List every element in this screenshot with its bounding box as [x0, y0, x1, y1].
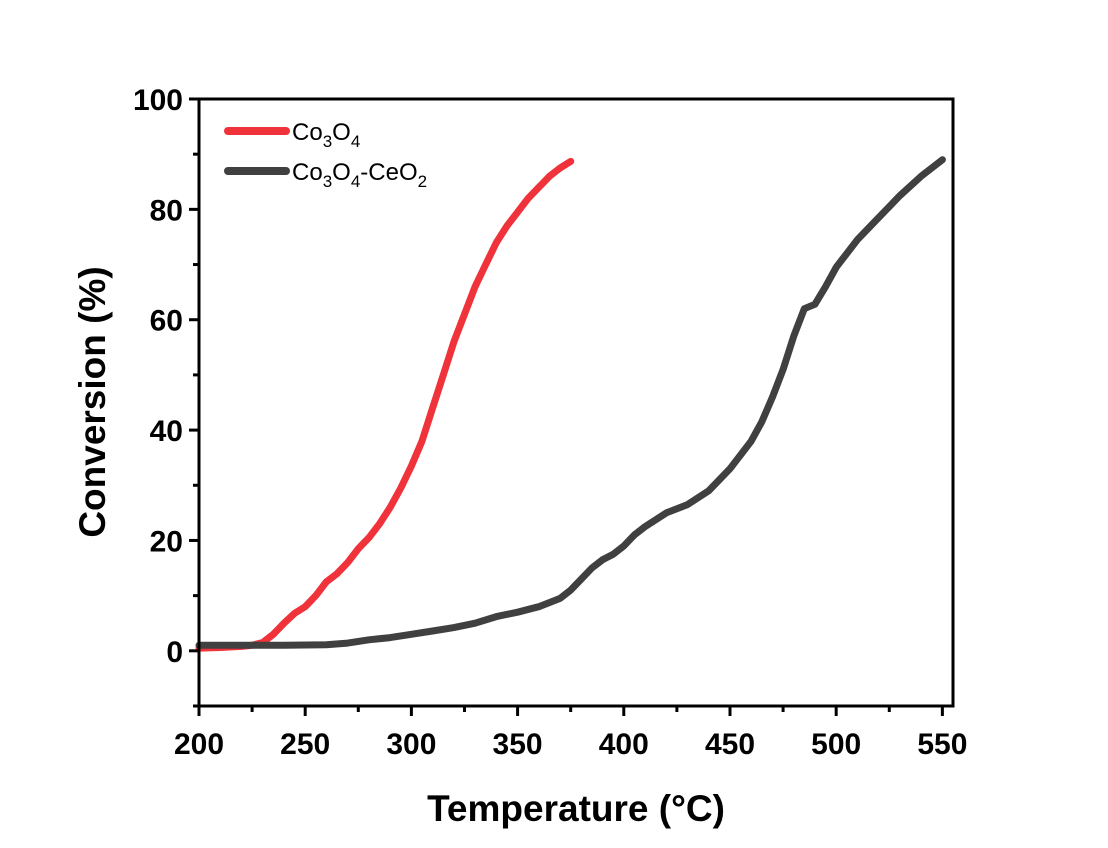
x-axis-title: Temperature (°C) — [427, 788, 725, 829]
series-layer — [195, 156, 946, 652]
x-tick-label: 250 — [280, 728, 330, 761]
legend-text-part: O — [332, 159, 351, 186]
legend-subscript: 4 — [351, 132, 360, 151]
plot-frame — [197, 97, 955, 708]
series-line-co3o4 — [195, 157, 575, 652]
legend-subscript: 2 — [418, 172, 427, 191]
legend-subscript: 3 — [323, 132, 332, 151]
series-line-co3o4-ceo2 — [195, 156, 946, 649]
y-tick-label: 60 — [150, 305, 183, 338]
legend-subscript: 3 — [323, 172, 332, 191]
y-tick-label: 100 — [133, 84, 183, 117]
legend-text-part: O — [332, 119, 351, 146]
ticks-layer: 200 250 300 350 400 450 500 550 0 20 40 60 80 100 — [133, 84, 967, 761]
y-tick-label: 40 — [150, 415, 183, 448]
x-tick-label: 350 — [493, 728, 543, 761]
x-tick-label: 400 — [599, 728, 649, 761]
y-tick-label: 0 — [166, 636, 183, 669]
legend-label: Co3O4 — [292, 119, 360, 151]
legend-text-part: Co — [292, 159, 323, 186]
x-tick-label: 450 — [705, 728, 755, 761]
y-axis-title: Conversion (%) — [72, 266, 113, 537]
legend-text-part: Co — [292, 119, 323, 146]
y-tick-label: 20 — [150, 525, 183, 558]
x-tick-label: 200 — [174, 728, 224, 761]
x-tick-label: 300 — [386, 728, 436, 761]
legend-text-part: -CeO — [360, 159, 417, 186]
y-tick-label: 80 — [150, 194, 183, 227]
legend-subscript: 4 — [351, 172, 360, 191]
x-tick-label: 550 — [917, 728, 967, 761]
legend-label: Co3O4-CeO2 — [292, 159, 427, 191]
x-tick-label: 500 — [811, 728, 861, 761]
